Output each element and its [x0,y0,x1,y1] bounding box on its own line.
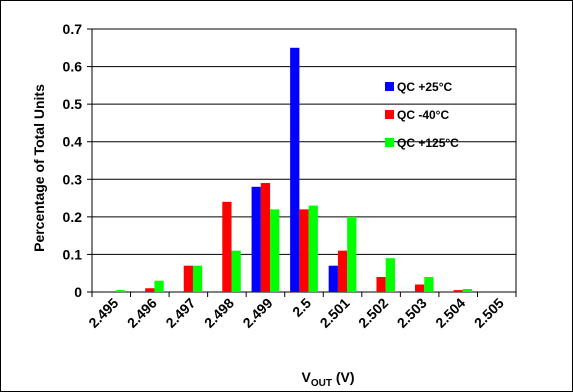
bar [347,216,357,292]
x-tick-label: 2.505 [471,295,507,331]
bar [299,209,309,292]
y-tick-label: 0.1 [63,246,83,262]
y-tick-label: 0.7 [63,21,83,37]
bar [260,183,271,292]
legend-label: QC -40°C [397,108,449,122]
y-tick-label: 0.4 [63,134,83,150]
bar [145,288,155,292]
bar [376,276,386,292]
x-axis-title: VOUT (V) [301,369,354,389]
x-tick-label: 2.499 [239,295,275,331]
x-tick-label: 2.501 [317,295,353,331]
bar [290,47,300,293]
x-tick-label: 2.5 [289,295,314,320]
y-axis-title: Percentage of Total Units [31,84,47,252]
bar [183,265,193,292]
bar [115,290,126,292]
x-tick-label: 2.498 [201,295,237,331]
y-tick-label: 0.2 [63,209,83,225]
legend-label: QC +125°C [397,136,459,150]
bar [462,288,473,292]
bar [328,265,338,292]
bar [154,280,164,292]
bar [192,265,203,292]
legend-swatch [385,138,394,147]
x-tick-label: 2.503 [394,295,430,331]
y-tick-label: 0.6 [63,59,83,75]
bar [415,284,425,292]
y-tick-labels: 0 0.1 0.2 0.3 0.4 0.5 0.6 0.7 [63,21,92,300]
x-axis-title-subscript: OUT [311,378,332,389]
bar [308,205,318,292]
legend: QC +25°C QC -40°C QC +125°C [385,80,459,150]
x-tick-label: 2.496 [124,295,160,331]
bar [270,209,280,292]
y-tick-label: 0.3 [63,171,83,187]
bar [337,250,348,292]
y-tick-label: 0.5 [63,96,83,112]
bar [222,201,232,292]
bar [385,258,395,292]
bar [251,186,261,292]
bars [115,47,473,293]
y-tick-label: 0 [74,284,82,300]
x-tick-label: 2.504 [432,295,468,331]
x-tick-label: 2.497 [162,295,198,331]
x-tick-labels: 2.495 2.496 2.497 2.498 2.499 2.5 2.501 2.502 2.… [85,292,517,331]
x-axis-title-suffix: (V) [332,369,355,385]
legend-swatch [385,82,394,91]
legend-label: QC +25°C [397,80,452,94]
x-tick-label: 2.495 [85,295,121,331]
x-tick-label: 2.502 [355,295,391,331]
legend-swatch [385,110,394,119]
bar [424,276,434,292]
bar [231,250,241,292]
bar [453,290,463,292]
x-axis-title-main: V [301,369,311,385]
